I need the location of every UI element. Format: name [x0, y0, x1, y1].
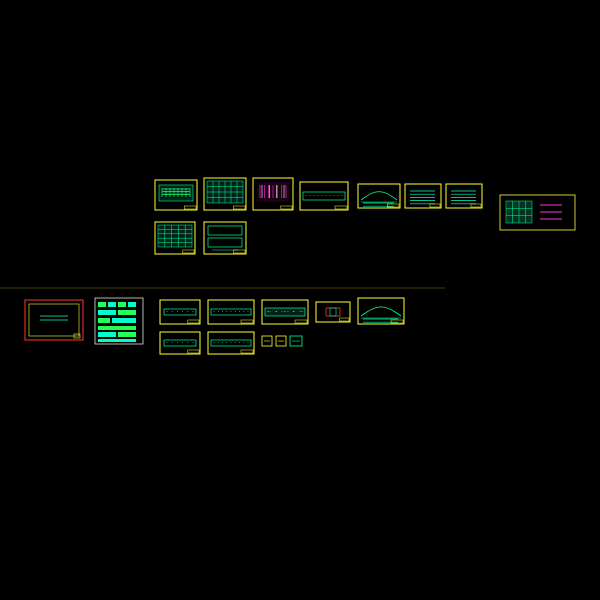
cad-sheet-overview	[0, 0, 600, 600]
